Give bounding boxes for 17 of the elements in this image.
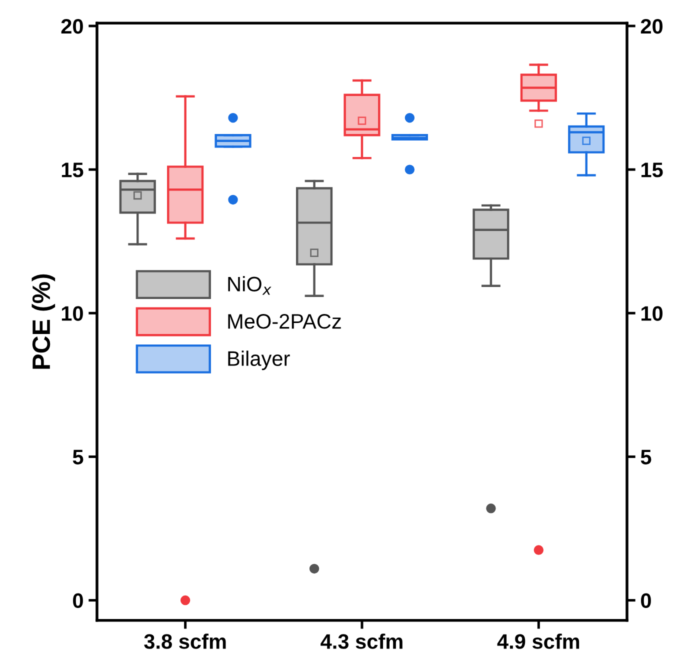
- y-tick-label: 0: [73, 593, 83, 608]
- y2-tick-label: 5: [640, 450, 652, 464]
- x-tick-label: 4.9 scfm: [497, 634, 580, 649]
- legend-label: NiO$_{x}$: [228, 276, 272, 295]
- legend-label: MeO-2PACz: [228, 314, 341, 329]
- x-tick-label: 4.3 scfm: [320, 634, 402, 649]
- y2-tick-label: 0: [641, 593, 651, 608]
- y2-tick-label: 20: [640, 18, 663, 34]
- y2-tick-label: 15: [642, 162, 663, 178]
- y-tick-label: 20: [61, 18, 83, 34]
- y-tick-label: 15: [62, 162, 84, 178]
- legend-label: Bilayer: [228, 350, 290, 370]
- x-tick-label: 3.8 scfm: [144, 634, 226, 649]
- y-axis-title: PCE (%): [32, 274, 56, 369]
- y-tick-label: 10: [62, 306, 83, 321]
- y2-tick-label: 10: [642, 306, 663, 321]
- y-tick-label: 5: [72, 450, 84, 464]
